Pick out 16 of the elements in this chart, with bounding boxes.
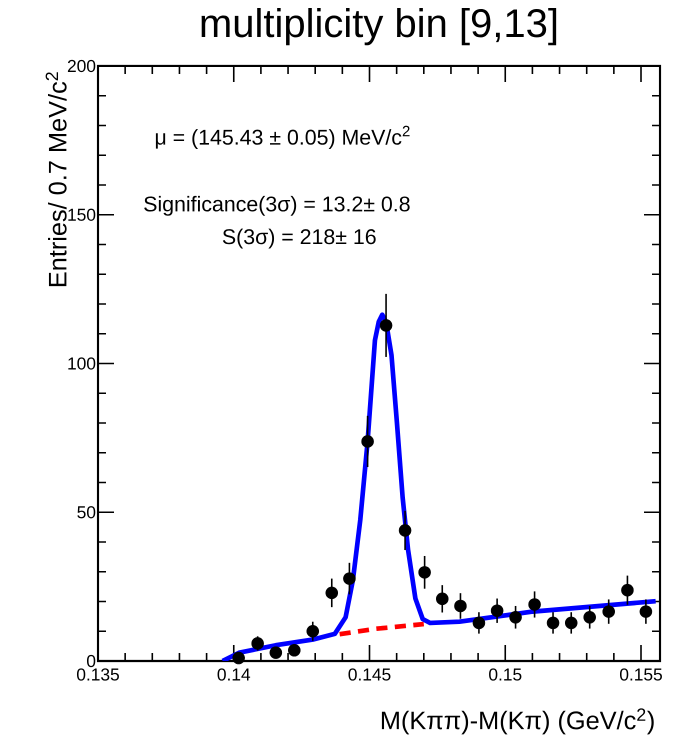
chart-title: multiplicity bin [9,13]	[202, 8, 556, 46]
annotation: S(3σ) = 218± 16	[222, 228, 376, 248]
y-tick-label: 200	[68, 60, 96, 72]
x-tick-label: 0.135	[76, 668, 119, 681]
x-tick-label: 0.145	[348, 668, 390, 681]
y-tick-label: 100	[68, 357, 96, 370]
annotation: μ = (145.43 ± 0.05) MeV/c$^{2}$	[156, 126, 410, 149]
y-tick-label: 50	[77, 506, 96, 518]
x-tick-label: 0.15	[489, 668, 522, 681]
y-tick-label: 150	[68, 208, 96, 221]
x-tick-label: 0.155	[620, 668, 662, 681]
x-tick-label: 0.14	[218, 668, 250, 681]
y-tick-label: 0	[86, 654, 96, 668]
annotation: Significance(3σ) = 13.2± 0.8	[144, 196, 410, 216]
y-axis-title: Entries/ 0.7 MeV/c$^{2}$	[46, 72, 67, 286]
x-axis-title: M(Kππ)-M(Kπ) (GeV/c$^{2}$)	[382, 708, 654, 734]
